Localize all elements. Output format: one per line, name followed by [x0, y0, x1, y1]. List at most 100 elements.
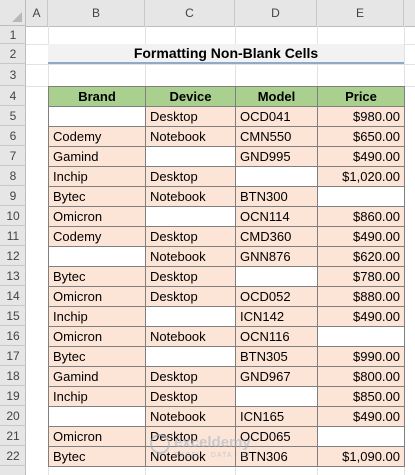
- cell-model[interactable]: OCD041: [235, 106, 318, 127]
- cell-price[interactable]: $490.00: [317, 306, 405, 327]
- cell-model[interactable]: ICN142: [235, 306, 318, 327]
- cell-device[interactable]: Desktop: [145, 226, 236, 247]
- row-header[interactable]: 12: [0, 246, 26, 266]
- cell-model[interactable]: CMD360: [235, 226, 318, 247]
- row-header[interactable]: 6: [0, 126, 26, 146]
- cell-price[interactable]: $980.00: [317, 106, 405, 127]
- sheet-title[interactable]: Formatting Non-Blank Cells: [48, 44, 404, 64]
- row-header[interactable]: 8: [0, 166, 26, 186]
- row-header[interactable]: 22: [0, 446, 26, 466]
- cell-device[interactable]: Desktop: [145, 426, 236, 447]
- cell-model[interactable]: [235, 266, 318, 287]
- row-header[interactable]: 5: [0, 106, 26, 126]
- row-header[interactable]: 10: [0, 206, 26, 226]
- row-header[interactable]: 17: [0, 346, 26, 366]
- row-header[interactable]: 20: [0, 406, 26, 426]
- row-header[interactable]: 3: [0, 64, 26, 86]
- column-header-c[interactable]: C: [145, 0, 235, 26]
- header-device[interactable]: Device: [145, 86, 236, 107]
- cell-brand[interactable]: Omicron: [48, 326, 146, 347]
- row-header[interactable]: 9: [0, 186, 26, 206]
- header-model[interactable]: Model: [235, 86, 318, 107]
- cell-price[interactable]: $800.00: [317, 366, 405, 387]
- cell-brand[interactable]: Omicron: [48, 206, 146, 227]
- row-header[interactable]: 11: [0, 226, 26, 246]
- cell-price[interactable]: $780.00: [317, 266, 405, 287]
- row-header[interactable]: 16: [0, 326, 26, 346]
- cell-model[interactable]: [235, 166, 318, 187]
- cell-model[interactable]: GND995: [235, 146, 318, 167]
- cell-brand[interactable]: Codemy: [48, 226, 146, 247]
- cell-brand[interactable]: Codemy: [48, 126, 146, 147]
- cell-device[interactable]: [145, 146, 236, 167]
- cell-price[interactable]: $490.00: [317, 226, 405, 247]
- row-header[interactable]: 14: [0, 286, 26, 306]
- row-header[interactable]: 2: [0, 44, 26, 64]
- cell-brand[interactable]: [48, 246, 146, 267]
- header-brand[interactable]: Brand: [48, 86, 146, 107]
- cell-device[interactable]: Notebook: [145, 246, 236, 267]
- cell-brand[interactable]: Gamind: [48, 146, 146, 167]
- cell-brand[interactable]: Gamind: [48, 366, 146, 387]
- cell-brand[interactable]: Omicron: [48, 426, 146, 447]
- row-header[interactable]: 7: [0, 146, 26, 166]
- cell-model[interactable]: BTN306: [235, 446, 318, 467]
- cell-device[interactable]: Desktop: [145, 166, 236, 187]
- cell-device[interactable]: Notebook: [145, 406, 236, 427]
- cell-price[interactable]: [317, 186, 405, 207]
- cell-price[interactable]: $490.00: [317, 146, 405, 167]
- cell-brand[interactable]: Bytec: [48, 186, 146, 207]
- cell-brand[interactable]: Inchip: [48, 166, 146, 187]
- cell-model[interactable]: GND967: [235, 366, 318, 387]
- row-header[interactable]: 21: [0, 426, 26, 446]
- cell-price[interactable]: [317, 326, 405, 347]
- cell-device[interactable]: Desktop: [145, 106, 236, 127]
- cell-device[interactable]: Notebook: [145, 126, 236, 147]
- row-header[interactable]: 1: [0, 26, 26, 44]
- cell-brand[interactable]: Bytec: [48, 446, 146, 467]
- cell-device[interactable]: Desktop: [145, 366, 236, 387]
- cell-brand[interactable]: Inchip: [48, 386, 146, 407]
- cell-model[interactable]: [235, 386, 318, 407]
- cell-model[interactable]: OCN116: [235, 326, 318, 347]
- cell-model[interactable]: BTN305: [235, 346, 318, 367]
- header-price[interactable]: Price: [317, 86, 405, 107]
- cell-price[interactable]: $990.00: [317, 346, 405, 367]
- cell-price[interactable]: [317, 426, 405, 447]
- cell-model[interactable]: ICN165: [235, 406, 318, 427]
- column-header-a[interactable]: A: [26, 0, 48, 26]
- cell-model[interactable]: OCN114: [235, 206, 318, 227]
- select-all-button[interactable]: [0, 0, 26, 26]
- row-header[interactable]: 18: [0, 366, 26, 386]
- cell-device[interactable]: [145, 306, 236, 327]
- cell-model[interactable]: CMN550: [235, 126, 318, 147]
- row-header[interactable]: 19: [0, 386, 26, 406]
- cell-device[interactable]: Notebook: [145, 186, 236, 207]
- column-header-d[interactable]: D: [235, 0, 317, 26]
- cell-brand[interactable]: Omicron: [48, 286, 146, 307]
- cell-price[interactable]: $850.00: [317, 386, 405, 407]
- cell-brand[interactable]: [48, 106, 146, 127]
- row-header[interactable]: 15: [0, 306, 26, 326]
- cell-price[interactable]: $620.00: [317, 246, 405, 267]
- cell-device[interactable]: Notebook: [145, 326, 236, 347]
- column-header-e[interactable]: E: [317, 0, 404, 26]
- cell-price[interactable]: $1,090.00: [317, 446, 405, 467]
- cell-device[interactable]: [145, 206, 236, 227]
- cell-price[interactable]: $880.00: [317, 286, 405, 307]
- cell-device[interactable]: Desktop: [145, 266, 236, 287]
- cell-price[interactable]: $490.00: [317, 406, 405, 427]
- cell-device[interactable]: [145, 346, 236, 367]
- cell-model[interactable]: OCD065: [235, 426, 318, 447]
- cell-brand[interactable]: Inchip: [48, 306, 146, 327]
- cell-brand[interactable]: Bytec: [48, 346, 146, 367]
- cell-brand[interactable]: Bytec: [48, 266, 146, 287]
- cell-price[interactable]: $1,020.00: [317, 166, 405, 187]
- cell-brand[interactable]: [48, 406, 146, 427]
- cell-model[interactable]: OCD052: [235, 286, 318, 307]
- row-header[interactable]: 13: [0, 266, 26, 286]
- cell-price[interactable]: $650.00: [317, 126, 405, 147]
- cell-device[interactable]: Desktop: [145, 286, 236, 307]
- cell-device[interactable]: Desktop: [145, 386, 236, 407]
- cell-device[interactable]: Notebook: [145, 446, 236, 467]
